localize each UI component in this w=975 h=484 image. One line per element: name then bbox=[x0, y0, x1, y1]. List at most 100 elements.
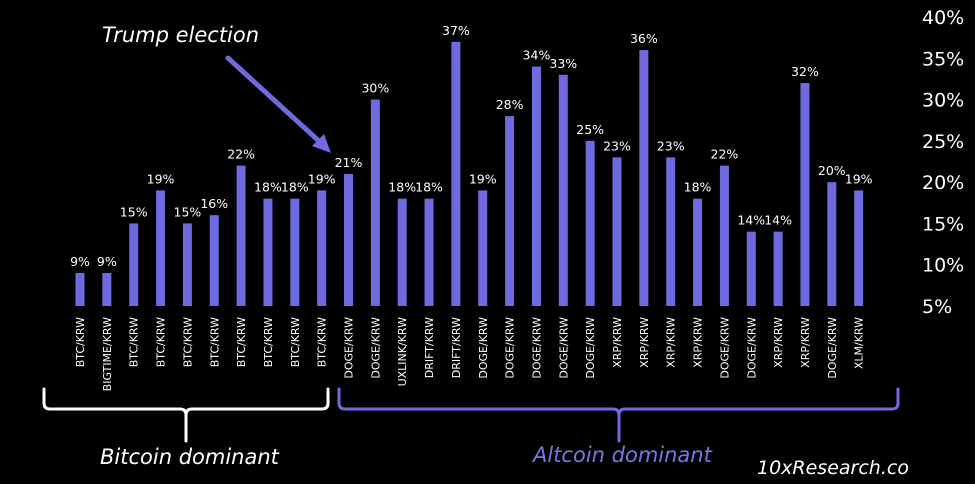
bar bbox=[424, 198, 434, 306]
bar bbox=[156, 190, 166, 306]
bar bbox=[344, 173, 353, 306]
x-tick-label: BTC/KRW bbox=[289, 317, 302, 367]
bar bbox=[773, 231, 783, 306]
data-label: 9% bbox=[70, 254, 90, 269]
x-tick-label: BTC/KRW bbox=[262, 317, 275, 367]
x-tick-label: DOGE/KRW bbox=[745, 317, 758, 379]
bar bbox=[666, 157, 676, 306]
data-label: 33% bbox=[549, 56, 577, 71]
bar bbox=[397, 198, 407, 306]
x-tick-label: DOGE/KRW bbox=[504, 317, 517, 379]
bar bbox=[236, 165, 246, 306]
bar bbox=[209, 215, 219, 306]
bar bbox=[558, 74, 568, 306]
x-tick-label: DOGE/KRW bbox=[343, 317, 356, 379]
bar bbox=[451, 41, 461, 307]
data-label: 14% bbox=[737, 213, 765, 228]
x-tick-label: DRIFT/KRW bbox=[450, 317, 463, 378]
x-tick-label: BTC/KRW bbox=[181, 317, 194, 367]
bar bbox=[75, 272, 85, 306]
x-tick-label: XRP/KRW bbox=[799, 317, 812, 368]
y-tick-label: 30% bbox=[922, 90, 964, 112]
data-label: 32% bbox=[791, 64, 819, 79]
data-label: 36% bbox=[630, 31, 658, 46]
bar bbox=[639, 50, 649, 307]
bar bbox=[585, 140, 595, 306]
x-tick-label: BTC/KRW bbox=[155, 317, 168, 367]
data-label: 37% bbox=[442, 23, 470, 38]
data-label: 28% bbox=[496, 97, 524, 112]
y-tick-label: 15% bbox=[922, 213, 964, 235]
x-tick-label: BTC/KRW bbox=[128, 317, 141, 367]
bar bbox=[693, 198, 703, 306]
x-tick-label: BIGTIME/KRW bbox=[101, 317, 114, 391]
data-label: 19% bbox=[469, 171, 497, 186]
y-tick-label: 10% bbox=[922, 255, 964, 277]
x-tick-label: DOGE/KRW bbox=[477, 317, 490, 379]
y-tick-label: 40% bbox=[922, 7, 964, 29]
data-label: 18% bbox=[281, 180, 309, 195]
bar bbox=[263, 198, 273, 306]
y-tick-label: 5% bbox=[922, 296, 952, 318]
source-watermark: 10xResearch.co bbox=[757, 457, 909, 479]
annotation-arrow bbox=[225, 55, 331, 153]
bar bbox=[478, 190, 488, 306]
bar bbox=[746, 231, 756, 306]
data-label: 15% bbox=[174, 204, 202, 219]
bar bbox=[317, 190, 327, 306]
bitcoin-dominant-label: Bitcoin dominant bbox=[100, 445, 280, 469]
bar bbox=[827, 182, 837, 306]
data-label: 16% bbox=[200, 196, 228, 211]
data-label: 15% bbox=[120, 204, 148, 219]
bitcoin-dominant-bracket bbox=[42, 387, 330, 443]
data-label: 21% bbox=[335, 155, 363, 170]
bar bbox=[800, 83, 810, 306]
y-axis: 40% 35% 30% 25% 20% 15% 10% 5% bbox=[922, 7, 964, 318]
data-label: 18% bbox=[254, 180, 282, 195]
trump-election-annotation: Trump election bbox=[102, 23, 259, 47]
x-tick-label: DOGE/KRW bbox=[530, 317, 543, 379]
x-tick-label: XRP/KRW bbox=[772, 317, 785, 368]
x-tick-label: DOGE/KRW bbox=[826, 317, 839, 379]
bar bbox=[612, 157, 622, 306]
y-tick-label: 20% bbox=[922, 172, 964, 194]
bars bbox=[75, 41, 864, 307]
altcoin-dominant-label: Altcoin dominant bbox=[531, 443, 713, 467]
y-tick-label: 25% bbox=[922, 131, 964, 153]
data-label: 18% bbox=[415, 180, 443, 195]
x-tick-label: XRP/KRW bbox=[638, 317, 651, 368]
data-label: 18% bbox=[388, 180, 416, 195]
data-label: 19% bbox=[308, 171, 336, 186]
data-label: 9% bbox=[97, 254, 117, 269]
data-label: 25% bbox=[576, 122, 604, 137]
data-label: 22% bbox=[227, 147, 255, 162]
bar bbox=[854, 190, 864, 306]
bar bbox=[719, 165, 729, 306]
bar bbox=[531, 66, 541, 307]
data-label: 18% bbox=[684, 180, 712, 195]
bar bbox=[290, 198, 300, 306]
data-label: 20% bbox=[818, 163, 846, 178]
data-label: 22% bbox=[711, 147, 739, 162]
x-tick-label: XRP/KRW bbox=[665, 317, 678, 368]
data-label: 23% bbox=[657, 138, 685, 153]
x-axis: BTC/KRW BIGTIME/KRW BTC/KRW BTC/KRW BTC/KRW B… bbox=[74, 317, 866, 391]
bar bbox=[505, 116, 515, 306]
bar bbox=[182, 223, 192, 306]
x-tick-label: DOGE/KRW bbox=[584, 317, 597, 379]
y-tick-label: 35% bbox=[922, 48, 964, 70]
bar bbox=[102, 272, 112, 306]
x-tick-label: UXLINK/KRW bbox=[396, 317, 409, 387]
x-tick-label: DRIFT/KRW bbox=[423, 317, 436, 378]
data-label: 19% bbox=[845, 171, 873, 186]
data-labels: 9% 9%15%19%15%16%22%18% 18%19%21%30%18% 18%… bbox=[70, 23, 873, 269]
x-tick-label: XRP/KRW bbox=[692, 317, 705, 368]
x-tick-label: XLM/KRW bbox=[853, 317, 866, 369]
data-label: 19% bbox=[147, 171, 175, 186]
altcoin-dominant-bracket bbox=[337, 387, 900, 443]
x-tick-label: DOGE/KRW bbox=[557, 317, 570, 379]
data-label: 14% bbox=[764, 213, 792, 228]
bar bbox=[129, 223, 139, 306]
data-label: 23% bbox=[603, 138, 631, 153]
